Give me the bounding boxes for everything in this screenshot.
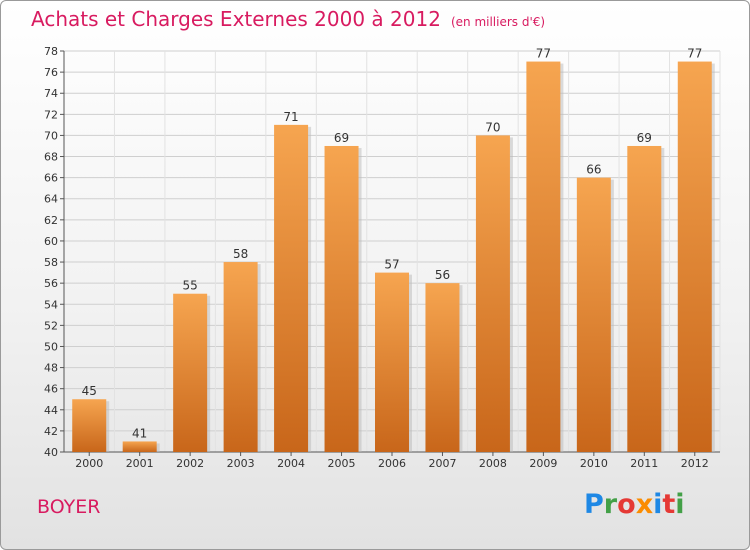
bar-2011 bbox=[627, 145, 662, 452]
y-tick-label: 64 bbox=[44, 193, 58, 206]
labels: 45 41 55 58 71 69 57 56 70 77 66 69 77 bbox=[82, 47, 703, 441]
y-tick-label: 50 bbox=[44, 340, 58, 353]
y-tick-label: 72 bbox=[44, 108, 58, 121]
axes: 40 42 44 46 48 50 52 54 56 58 60 62 64 66 68 70 72 74 76 78… bbox=[44, 45, 720, 470]
x-tick-label: 2012 bbox=[681, 457, 709, 470]
value-label: 77 bbox=[536, 47, 551, 61]
y-tick-label: 76 bbox=[44, 66, 58, 79]
bar-2006 bbox=[375, 272, 409, 452]
y-tick-label: 40 bbox=[44, 446, 58, 459]
logo-letter: P bbox=[584, 489, 604, 520]
x-tick-label: 2002 bbox=[176, 457, 204, 470]
y-tick-label: 66 bbox=[44, 172, 58, 185]
x-tick-label: 2009 bbox=[529, 457, 557, 470]
value-label: 58 bbox=[233, 247, 248, 261]
value-label: 70 bbox=[485, 120, 500, 134]
bar-2012 bbox=[677, 61, 712, 452]
proxiti-logo: Proxiti bbox=[584, 489, 685, 520]
value-label: 77 bbox=[687, 47, 702, 61]
x-tick-label: 2003 bbox=[227, 457, 255, 470]
value-label: 71 bbox=[283, 110, 298, 124]
value-label: 57 bbox=[384, 258, 399, 272]
y-tick-label: 52 bbox=[44, 319, 58, 332]
y-tick-label: 70 bbox=[44, 129, 58, 142]
y-tick-label: 78 bbox=[44, 45, 58, 58]
value-label: 66 bbox=[586, 163, 601, 177]
y-tick-label: 48 bbox=[44, 362, 58, 375]
bar-2000 bbox=[72, 399, 107, 452]
x-tick-label: 2007 bbox=[428, 457, 456, 470]
bars bbox=[72, 61, 715, 453]
value-label: 69 bbox=[637, 131, 652, 145]
value-label: 69 bbox=[334, 131, 349, 145]
subtitle-text: (en milliers d'€) bbox=[450, 15, 546, 29]
y-tick-label: 60 bbox=[44, 235, 58, 248]
bar-2007 bbox=[425, 283, 460, 452]
logo-letter: t bbox=[662, 489, 676, 520]
bar-2008 bbox=[475, 135, 510, 452]
y-tick-label: 54 bbox=[44, 298, 58, 311]
logo-letter: i bbox=[653, 489, 663, 520]
y-tick-label: 44 bbox=[44, 404, 58, 417]
y-tick-label: 56 bbox=[44, 277, 58, 290]
x-tick-label: 2005 bbox=[328, 457, 356, 470]
value-label: 41 bbox=[132, 426, 147, 440]
bar-2004 bbox=[274, 124, 309, 453]
x-tick-label: 2000 bbox=[75, 457, 103, 470]
bar-2005 bbox=[324, 145, 359, 452]
x-tick-label: 2011 bbox=[630, 457, 658, 470]
chart-title: Achats et Charges Externes 2000 à 2012 (e… bbox=[31, 7, 545, 31]
logo-letter: i bbox=[675, 489, 685, 520]
bar-2009 bbox=[526, 61, 561, 452]
y-tick-label: 58 bbox=[44, 256, 58, 269]
value-label: 56 bbox=[435, 268, 450, 282]
value-label: 45 bbox=[82, 384, 97, 398]
x-tick-label: 2010 bbox=[580, 457, 608, 470]
y-tick-label: 42 bbox=[44, 425, 58, 438]
commune-name: BOYER bbox=[37, 496, 101, 518]
x-tick-label: 2001 bbox=[126, 457, 154, 470]
x-tick-label: 2004 bbox=[277, 457, 305, 470]
title-text: Achats et Charges Externes 2000 à 2012 bbox=[31, 7, 441, 31]
x-tick-label: 2006 bbox=[378, 457, 406, 470]
bar-2001 bbox=[122, 441, 157, 452]
logo-letter: r bbox=[603, 489, 618, 520]
bar-2003 bbox=[223, 262, 258, 452]
bar-2002 bbox=[173, 293, 208, 452]
x-tick-label: 2008 bbox=[479, 457, 507, 470]
y-tick-label: 68 bbox=[44, 151, 58, 164]
value-label: 55 bbox=[183, 279, 198, 293]
logo-letter: o bbox=[617, 489, 636, 520]
logo-letter: x bbox=[635, 489, 654, 520]
bar-2010 bbox=[576, 177, 611, 452]
y-tick-label: 62 bbox=[44, 214, 58, 227]
y-tick-label: 74 bbox=[44, 87, 58, 100]
y-tick-label: 46 bbox=[44, 383, 58, 396]
